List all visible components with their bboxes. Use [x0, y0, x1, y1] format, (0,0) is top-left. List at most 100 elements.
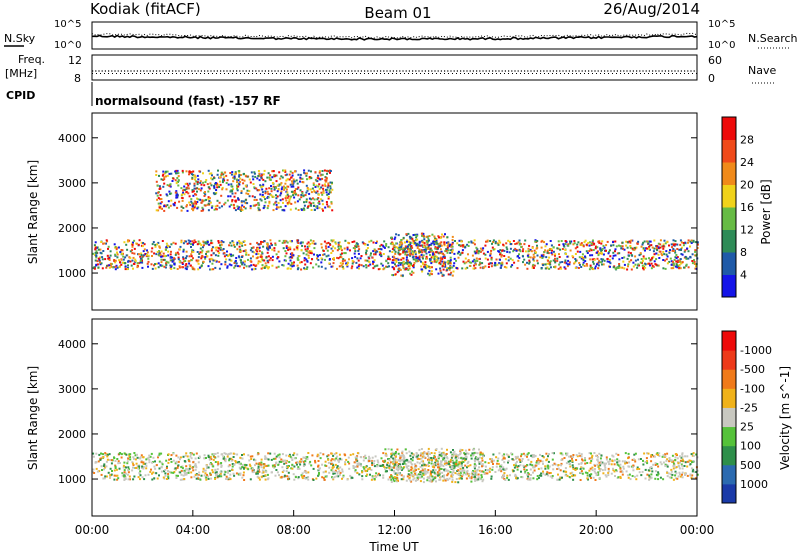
heatmap-cell	[247, 258, 249, 261]
heatmap-cell	[245, 265, 248, 268]
heatmap-cell	[240, 190, 243, 193]
heatmap-cell	[337, 257, 340, 260]
heatmap-cell	[502, 457, 505, 460]
heatmap-cell	[395, 259, 398, 262]
heatmap-cell	[321, 170, 324, 172]
heatmap-cell	[105, 460, 108, 463]
heatmap-cell	[213, 456, 216, 458]
heatmap-cell	[249, 257, 252, 260]
heatmap-cell	[260, 258, 263, 261]
heatmap-cell	[238, 462, 241, 465]
heatmap-cell	[115, 468, 118, 471]
heatmap-cell	[261, 469, 264, 472]
heatmap-cell	[193, 239, 196, 242]
heatmap-cell	[315, 263, 318, 266]
heatmap-cell	[490, 249, 493, 252]
heatmap-cell	[390, 476, 393, 479]
heatmap-cell	[266, 176, 269, 179]
heatmap-cell	[386, 464, 389, 466]
heatmap-cell	[168, 458, 171, 461]
heatmap-cell	[588, 452, 591, 455]
heatmap-cell	[574, 253, 577, 255]
heatmap-cell	[211, 248, 213, 251]
heatmap-cell	[186, 209, 189, 212]
heatmap-cell	[236, 181, 238, 184]
heatmap-cell	[449, 252, 452, 254]
heatmap-cell	[293, 457, 296, 460]
heatmap-cell	[527, 452, 530, 455]
heatmap-cell	[607, 460, 610, 463]
heatmap-cell	[151, 461, 154, 464]
heatmap-cell	[640, 474, 643, 477]
heatmap-cell	[306, 189, 309, 192]
heatmap-cell	[189, 452, 192, 455]
heatmap-cell	[375, 242, 378, 244]
heatmap-cell	[534, 464, 537, 467]
heatmap-cell	[441, 257, 444, 260]
heatmap-cell	[195, 193, 198, 196]
heatmap-cell	[617, 464, 620, 467]
heatmap-cell	[395, 261, 398, 263]
heatmap-cell	[215, 183, 218, 186]
heatmap-cell	[484, 253, 487, 256]
heatmap-cell	[378, 251, 381, 253]
heatmap-cell	[271, 244, 273, 247]
heatmap-cell	[224, 263, 227, 266]
heatmap-cell	[269, 239, 272, 242]
heatmap-cell	[230, 264, 233, 267]
heatmap-cell	[317, 177, 320, 180]
heatmap-cell	[646, 247, 648, 250]
heatmap-cell	[544, 267, 547, 270]
heatmap-cell	[253, 458, 256, 461]
heatmap-cell	[551, 475, 554, 477]
heatmap-cell	[395, 265, 398, 268]
heatmap-cell	[132, 462, 134, 465]
heatmap-cell	[199, 242, 202, 245]
heatmap-cell	[189, 464, 192, 467]
heatmap-cell	[123, 452, 126, 455]
heatmap-cell	[642, 255, 645, 258]
heatmap-cell	[251, 471, 254, 474]
heatmap-cell	[253, 268, 256, 271]
heatmap-cell	[224, 460, 227, 463]
heatmap-cell	[676, 477, 679, 480]
heatmap-cell	[406, 263, 409, 265]
heatmap-cell	[589, 475, 592, 478]
heatmap-cell	[282, 185, 285, 188]
heatmap-cell	[678, 264, 681, 266]
heatmap-cell	[175, 454, 178, 457]
heatmap-cell	[224, 452, 227, 455]
heatmap-cell	[427, 265, 430, 268]
heatmap-cell	[531, 456, 534, 459]
heatmap-cell	[371, 256, 374, 259]
heatmap-cell	[258, 246, 261, 249]
heatmap-cell	[552, 468, 555, 471]
heatmap-cell	[282, 169, 284, 172]
heatmap-cell	[196, 190, 198, 193]
heatmap-cell	[458, 239, 461, 242]
heatmap-cell	[260, 463, 263, 466]
heatmap-cell	[277, 454, 280, 457]
heatmap-cell	[428, 477, 431, 479]
heatmap-cell	[313, 247, 316, 250]
heatmap-cell	[191, 249, 194, 252]
heatmap-cell	[282, 459, 285, 462]
heatmap-cell	[165, 246, 168, 249]
heatmap-cell	[128, 239, 131, 242]
heatmap-cell	[247, 454, 250, 457]
heatmap-cell	[282, 469, 285, 472]
heatmap-cell	[145, 458, 148, 461]
heatmap-cell	[435, 255, 438, 258]
heatmap-cell	[618, 252, 621, 255]
heatmap-cell	[200, 251, 203, 254]
heatmap-cell	[609, 458, 611, 461]
heatmap-cell	[231, 465, 234, 468]
heatmap-cell	[641, 262, 643, 264]
heatmap-cell	[284, 259, 287, 262]
heatmap-cell	[580, 257, 583, 260]
heatmap-cell	[238, 461, 241, 463]
heatmap-cell	[170, 454, 173, 457]
heatmap-cell	[413, 477, 416, 480]
heatmap-cell	[262, 207, 265, 210]
ytick-label: 4000	[58, 132, 86, 145]
